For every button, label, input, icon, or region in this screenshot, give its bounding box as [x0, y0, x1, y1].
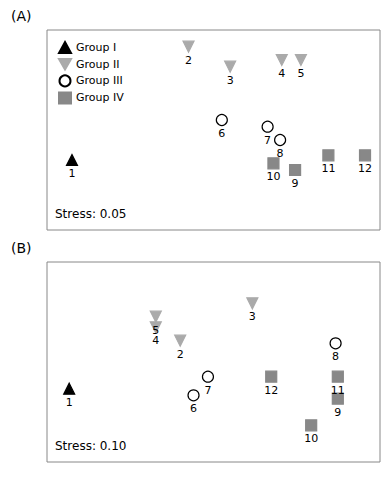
svg-text:4: 4	[278, 67, 285, 80]
svg-text:7: 7	[264, 134, 271, 147]
svg-text:9: 9	[334, 406, 341, 419]
svg-text:11: 11	[331, 384, 345, 397]
svg-text:6: 6	[218, 127, 225, 140]
svg-text:8: 8	[332, 350, 339, 363]
svg-text:5: 5	[297, 67, 304, 80]
svg-text:3: 3	[227, 74, 234, 87]
svg-text:12: 12	[358, 162, 372, 175]
svg-text:2: 2	[185, 54, 192, 67]
svg-text:10: 10	[266, 170, 280, 183]
svg-text:8: 8	[277, 147, 284, 160]
svg-text:9: 9	[292, 177, 299, 190]
svg-text:1: 1	[66, 396, 73, 409]
svg-text:Group II: Group II	[76, 58, 119, 71]
svg-text:Stress: 0.05: Stress: 0.05	[55, 207, 126, 221]
svg-text:2: 2	[177, 348, 184, 361]
svg-text:5: 5	[152, 324, 159, 337]
svg-text:11: 11	[321, 162, 335, 175]
svg-text:1: 1	[68, 167, 75, 180]
svg-text:7: 7	[204, 384, 211, 397]
svg-text:3: 3	[249, 310, 256, 323]
svg-text:(A): (A)	[11, 8, 32, 24]
svg-text:Group I: Group I	[76, 41, 116, 54]
svg-text:10: 10	[304, 432, 318, 445]
svg-text:Group IV: Group IV	[76, 91, 124, 104]
svg-text:12: 12	[264, 384, 278, 397]
svg-text:4: 4	[152, 334, 160, 348]
svg-text:Stress: 0.10: Stress: 0.10	[55, 439, 126, 453]
svg-text:6: 6	[190, 402, 197, 415]
svg-text:(B): (B)	[11, 240, 32, 256]
svg-text:Group III: Group III	[76, 74, 123, 87]
